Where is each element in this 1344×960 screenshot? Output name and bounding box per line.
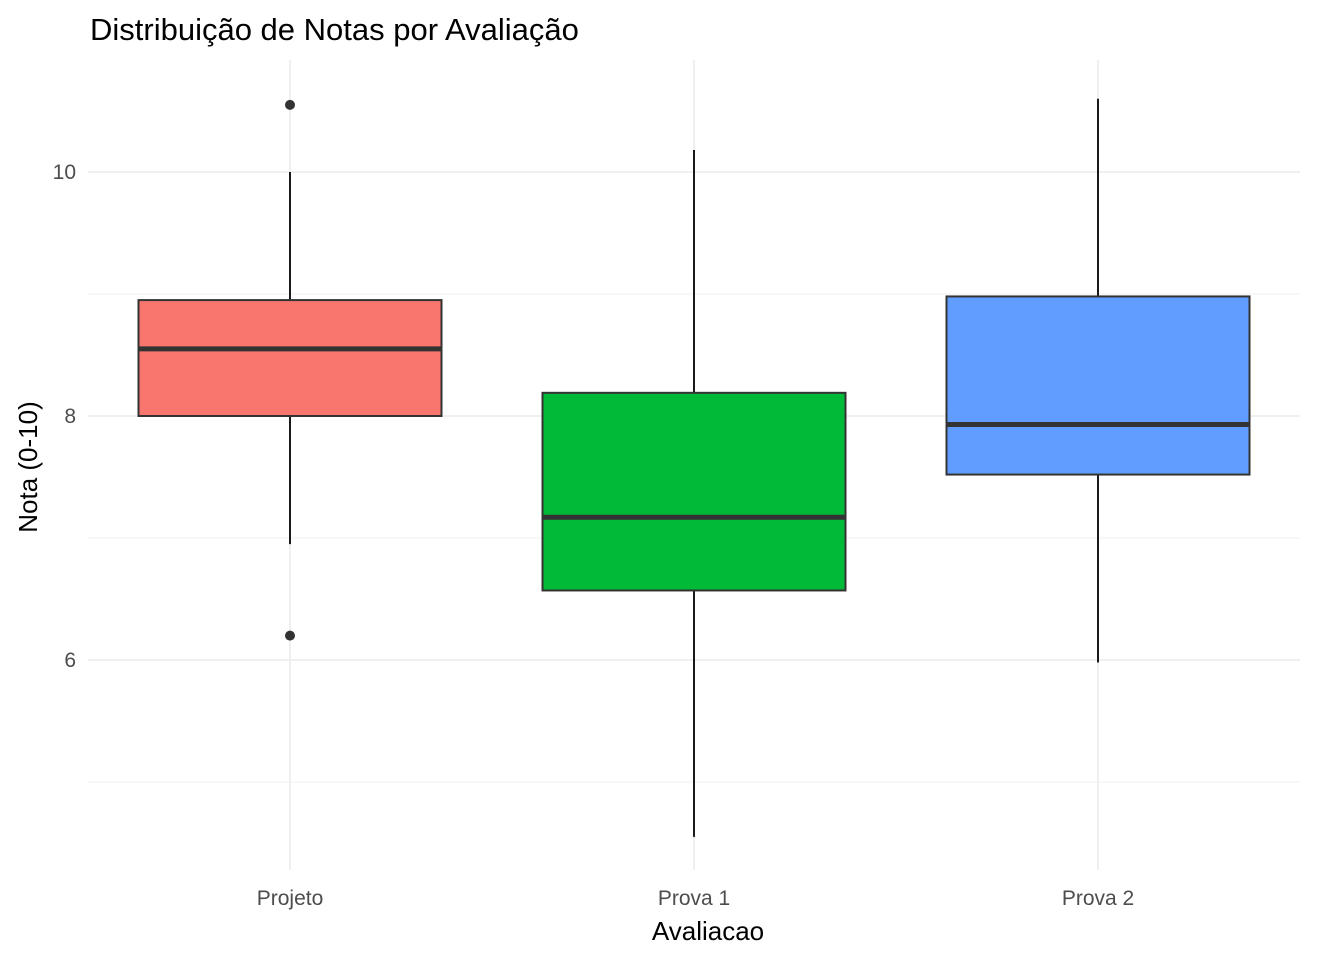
y-tick-label: 8 [64,405,76,428]
box-prova-2 [945,98,1251,663]
chart-title: Distribuição de Notas por Avaliação [90,12,579,47]
x-tick-label: Prova 1 [658,887,730,910]
box-body [945,295,1251,476]
y-tick-label: 6 [64,649,76,672]
y-axis-ticks: 6 8 10 [53,161,76,672]
x-tick-label: Projeto [257,887,324,910]
boxes [137,98,1251,837]
y-tick-label: 10 [53,161,76,184]
box-body [137,299,443,418]
outlier-point [285,630,295,641]
y-axis-title: Nota (0-10) [13,401,43,533]
box-projeto [137,99,443,641]
box-prova-1 [541,150,847,837]
box-body [541,391,847,592]
outlier-point [285,99,295,110]
x-tick-label: Prova 2 [1062,887,1134,910]
x-axis-title: Avaliacao [652,916,764,946]
x-axis-ticks: Projeto Prova 1 Prova 2 [257,887,1134,910]
